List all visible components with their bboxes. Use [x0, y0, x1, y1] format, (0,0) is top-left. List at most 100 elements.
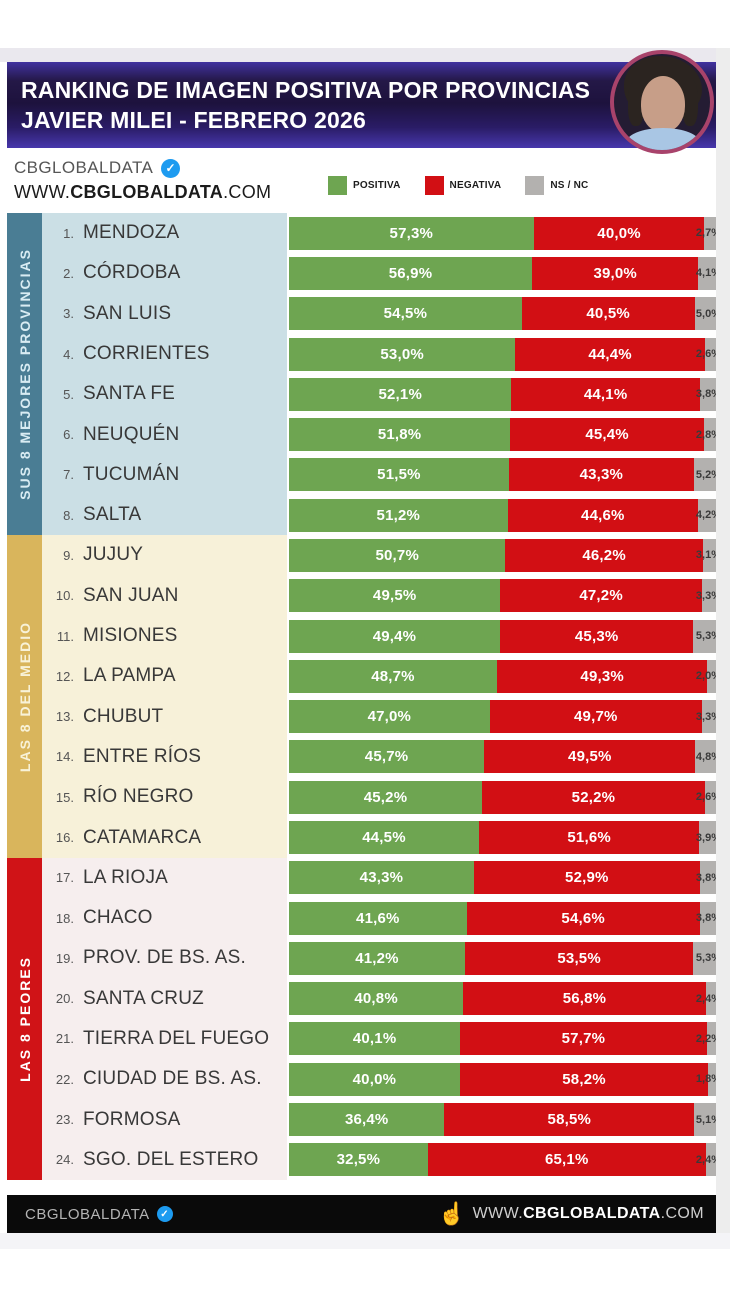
negative-value: 44,1% — [583, 385, 628, 403]
rank-number: 22. — [55, 1071, 74, 1087]
negative-value: 45,3% — [574, 627, 619, 645]
province-label-zone: 14. ENTRE RÍOS — [42, 736, 287, 778]
bar-nsnc-segment — [693, 458, 716, 492]
group-rows: 17. LA RIOJA 43,3% 52,9% 3,8% 18. CHACO … — [42, 857, 716, 1181]
province-name: SGO. DEL ESTERO — [83, 1148, 259, 1170]
province-name: CÓRDOBA — [83, 262, 181, 284]
positive-value: 49,5% — [372, 587, 417, 605]
stacked-bar: 45,7% 49,5% 4,8% — [289, 740, 716, 774]
negative-value: 54,6% — [561, 909, 605, 927]
stacked-bar: 48,7% 49,3% 2,0% — [289, 659, 716, 693]
bar-nsnc-segment — [694, 1103, 716, 1137]
nsnc-value: 4,8% — [695, 750, 716, 763]
nsnc-value: 3,8% — [695, 871, 716, 884]
province-row: 18. CHACO 41,6% 54,6% 3,8% — [42, 897, 716, 939]
legend-label: POSITIVA — [353, 180, 401, 191]
rank-number: 2. — [63, 265, 74, 281]
nsnc-value: 3,1% — [695, 549, 716, 562]
negative-value: 52,9% — [565, 869, 609, 887]
positive-value: 52,1% — [378, 385, 422, 403]
rank-number: 3. — [63, 306, 74, 322]
positive-value: 41,2% — [355, 949, 399, 967]
rank-number: 1. — [63, 225, 74, 241]
bar-positive-segment: 51,2% — [289, 498, 508, 532]
bar-nsnc-segment — [706, 1022, 716, 1056]
bar-zone: 57,3% 40,0% 2,7% — [287, 213, 716, 254]
province-row: 17. LA RIOJA 43,3% 52,9% 3,8% — [42, 857, 716, 898]
positive-value: 48,7% — [371, 667, 415, 685]
province-row: 16. CATAMARCA 44,5% 51,6% 3,9% — [42, 817, 716, 858]
bar-zone: 45,2% 52,2% 2,6% — [287, 777, 716, 818]
rank-number: 18. — [55, 910, 74, 926]
title-line-2: JAVIER MILEI - FEBRERO 2026 — [21, 107, 366, 133]
verified-badge-icon: ✓ — [161, 158, 181, 178]
bar-negative-segment: 44,6% — [507, 498, 699, 532]
nsnc-value: 5,3% — [695, 952, 716, 965]
bar-positive-segment: 36,4% — [289, 1103, 445, 1137]
nsnc-value: 2,8% — [695, 428, 716, 441]
legend-item-positiva: POSITIVA — [328, 176, 401, 195]
bar-zone: 44,5% 51,6% 3,9% — [287, 817, 716, 858]
negative-value: 49,3% — [580, 667, 624, 685]
province-label-zone: 1. MENDOZA — [42, 213, 287, 254]
brand-block: CBGLOBALDATA ✓ WWW.CBGLOBALDATA.COM — [14, 158, 271, 203]
nsnc-value: 2,6% — [695, 348, 716, 361]
bar-positive-segment: 40,1% — [289, 1022, 461, 1056]
bar-positive-segment: 43,3% — [289, 861, 474, 895]
positive-value: 49,4% — [372, 627, 417, 645]
negative-value: 44,6% — [581, 506, 625, 524]
positive-value: 57,3% — [389, 224, 434, 242]
positive-value: 44,5% — [362, 829, 406, 847]
bar-negative-segment: 44,1% — [511, 377, 700, 411]
bar-zone: 45,7% 49,5% 4,8% — [287, 736, 716, 778]
nsnc-value: 3,3% — [695, 589, 716, 602]
header-top-divider — [0, 48, 730, 62]
rank-number: 20. — [55, 991, 74, 1007]
bar-nsnc-segment — [694, 297, 716, 331]
group-strip: SUS 8 MEJORES PROVINCIAS — [7, 213, 42, 536]
portrait-shirt — [626, 128, 700, 150]
group-label: SUS 8 MEJORES PROVINCIAS — [16, 248, 33, 501]
province-label-zone: 8. SALTA — [42, 495, 287, 536]
bar-negative-segment: 49,7% — [489, 700, 702, 734]
province-name: LA PAMPA — [83, 665, 176, 687]
legend-label: NEGATIVA — [449, 180, 502, 191]
url-name: CBGLOBALDATA — [70, 182, 224, 202]
province-row: 5. SANTA FE 52,1% 44,1% 3,8% — [42, 374, 716, 415]
rank-number: 11. — [56, 628, 74, 644]
province-name: MENDOZA — [83, 222, 180, 244]
nsnc-value: 2,2% — [695, 1032, 716, 1045]
province-name: CORRIENTES — [83, 343, 210, 365]
url-tld: .COM — [660, 1205, 704, 1222]
province-row: 7. TUCUMÁN 51,5% 43,3% 5,2% — [42, 454, 716, 496]
footer-brand-name: CBGLOBALDATA — [25, 1205, 150, 1223]
footer-url: WWW.CBGLOBALDATA.COM — [473, 1205, 704, 1223]
bar-negative-segment: 44,4% — [515, 337, 705, 371]
legend: POSITIVA NEGATIVA NS / NC — [328, 176, 612, 195]
bar-positive-segment: 45,7% — [289, 740, 485, 774]
bar-zone: 54,5% 40,5% 5,0% — [287, 293, 716, 334]
bar-zone: 47,0% 49,7% 3,3% — [287, 696, 716, 737]
bar-negative-segment: 43,3% — [508, 458, 694, 492]
bar-negative-segment: 53,5% — [464, 941, 694, 975]
province-name: NEUQUÉN — [83, 423, 180, 445]
bar-zone: 51,5% 43,3% 5,2% — [287, 454, 716, 496]
nsnc-value: 4,1% — [695, 267, 716, 280]
url-name: CBGLOBALDATA — [523, 1205, 661, 1222]
positive-value: 32,5% — [336, 1151, 381, 1169]
bar-nsnc-segment — [702, 538, 716, 572]
rank-number: 5. — [63, 386, 74, 402]
bar-nsnc-segment — [705, 982, 716, 1016]
stacked-bar: 47,0% 49,7% 3,3% — [289, 700, 716, 734]
province-row: 22. CIUDAD DE BS. AS. 40,0% 58,2% 1,8% — [42, 1059, 716, 1100]
rank-number: 23. — [55, 1112, 74, 1128]
bar-positive-segment: 51,5% — [289, 458, 509, 492]
rank-number: 17. — [55, 870, 74, 886]
positive-value: 54,5% — [383, 305, 428, 323]
group-label: LAS 8 PEORES — [16, 955, 33, 1082]
province-row: 2. CÓRDOBA 56,9% 39,0% 4,1% — [42, 253, 716, 294]
portrait-hair-left — [628, 82, 644, 126]
rank-number: 6. — [63, 427, 74, 443]
province-name: MISIONES — [83, 625, 178, 647]
